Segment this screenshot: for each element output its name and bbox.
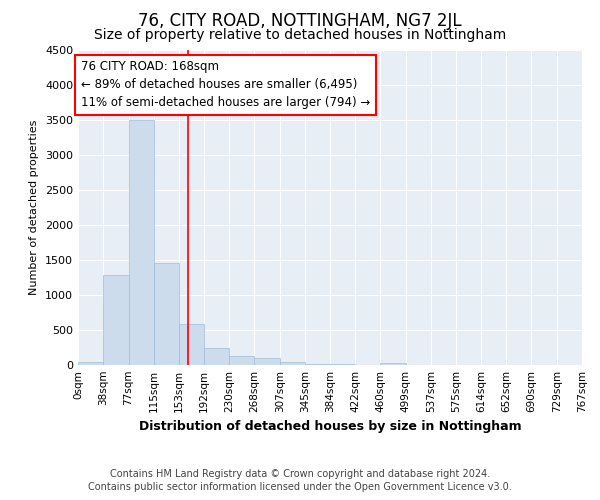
Bar	[204, 348, 229, 365]
Bar	[154, 263, 179, 365]
Bar	[128, 120, 154, 365]
Text: 76, CITY ROAD, NOTTINGHAM, NG7 2JL: 76, CITY ROAD, NOTTINGHAM, NG7 2JL	[138, 12, 462, 30]
Bar	[179, 324, 204, 365]
Text: 76 CITY ROAD: 168sqm
← 89% of detached houses are smaller (6,495)
11% of semi-de: 76 CITY ROAD: 168sqm ← 89% of detached h…	[81, 60, 371, 110]
Bar	[331, 364, 355, 365]
Bar	[380, 363, 406, 365]
Bar	[254, 358, 280, 365]
Bar	[78, 362, 103, 365]
Bar	[103, 274, 128, 365]
Text: Size of property relative to detached houses in Nottingham: Size of property relative to detached ho…	[94, 28, 506, 42]
Y-axis label: Number of detached properties: Number of detached properties	[29, 120, 40, 295]
X-axis label: Distribution of detached houses by size in Nottingham: Distribution of detached houses by size …	[139, 420, 521, 434]
Bar	[305, 364, 331, 365]
Text: Contains HM Land Registry data © Crown copyright and database right 2024.
Contai: Contains HM Land Registry data © Crown c…	[88, 470, 512, 492]
Bar	[280, 362, 305, 365]
Bar	[229, 356, 254, 365]
